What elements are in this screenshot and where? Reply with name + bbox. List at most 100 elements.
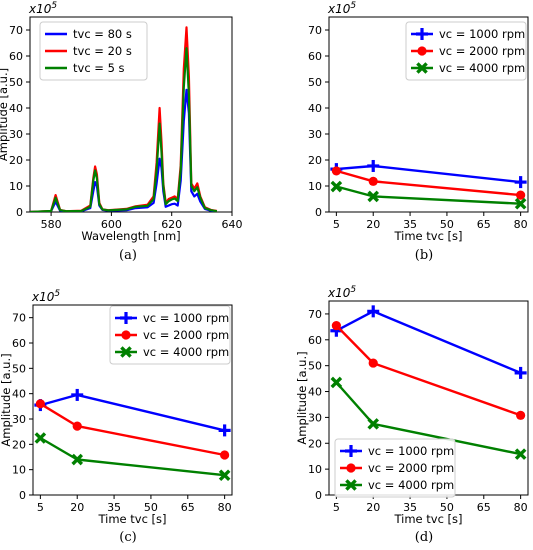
data-point [71,388,84,401]
x-axis-label: Time tvc [s] [393,229,462,243]
y-tick-label: 40 [9,102,23,115]
y-tick-label: 60 [9,50,23,63]
y-tick-label: 60 [308,50,322,63]
y-tick-label: 30 [9,128,23,141]
x-tick-label: 620 [161,218,182,231]
y-tick-label: 50 [12,362,26,375]
y-axis-label: Amplitude [a.u.] [295,351,309,444]
x-tick-label: 580 [41,218,62,231]
y-tick-label: 0 [16,206,23,219]
data-point [514,448,527,460]
chart-3: 0 10 20 30 40 50 60 70 5 20 35 50 65 80 x105 Time tvc [… [0,289,233,545]
x-tick-label: 80 [514,501,528,514]
legend: tvc = 80 s tvc = 20 s tvc = 5 s [39,21,148,81]
data-point [514,197,527,210]
plot-data [30,26,218,212]
plot-frame [29,16,233,213]
y-tick-label: 10 [308,180,322,193]
plot-data [330,305,527,460]
y-axis-label: Amplitude [a.u.] [0,353,13,446]
y-tick-label: 10 [12,464,26,477]
x-tick-label: 80 [218,501,232,514]
data-point [331,320,341,331]
x-tick-label: 65 [477,218,491,231]
legend-marker [121,330,131,340]
y-axis-label: Amplitude [a.u.] [0,68,10,161]
y-tick-label: 40 [308,386,322,399]
data-point [218,469,231,482]
series-line-1 [30,88,218,212]
data-point [367,305,380,318]
chart-4: 0 10 20 30 40 50 60 70 5 20 35 50 65 80 x105 Time tvc [… [295,285,529,545]
data-point [330,376,343,389]
series-line-2 [39,402,225,457]
legend-label: tvc = 20 s [73,44,132,58]
y-tick-label: 0 [315,489,322,502]
data-point [368,358,378,368]
y-tick-label: 40 [308,102,322,115]
data-point [72,421,82,431]
legend: vc = 1000 rpm vc = 2000 rpm vc = 4000 rpm [405,21,527,81]
legend-label: vc = 4000 rpm [368,478,454,492]
legend-marker [346,463,356,473]
x-tick-label: 65 [477,501,491,514]
x-tick-label: 640 [222,218,243,231]
y-tick-label: 20 [9,154,23,167]
y-tick-label: 0 [315,206,322,219]
legend-label: vc = 4000 rpm [439,61,525,75]
x-tick-label: 35 [107,501,121,514]
legend-box [109,305,231,365]
data-point [34,432,47,444]
x-axis-label: Time tvc [s] [97,512,166,526]
legend-label: vc = 2000 rpm [143,328,229,342]
x-tick-label: 600 [101,218,122,231]
chart-2: 0 10 20 30 40 50 60 70 5 20 35 50 65 80 x105 Time tvc [… [308,1,529,263]
y-tick-label: 70 [308,308,322,321]
legend-box [334,438,456,498]
series-line-1 [40,393,225,432]
legend-label: vc = 1000 rpm [368,444,454,458]
chart-1: 0 10 20 30 40 50 60 70 580 600 620 640 x105 Wavelengt… [0,1,243,263]
x-tick-label: 5 [37,501,44,514]
data-point [331,166,341,176]
y-tick-label: 50 [308,76,322,89]
x-tick-label: 35 [403,218,417,231]
x-tick-label: 20 [366,218,380,231]
series-line-3 [336,185,521,205]
legend-marker [416,62,428,74]
data-point [330,180,343,193]
legend-box [405,21,527,81]
y-tick-label: 60 [308,334,322,347]
y-tick-label: 70 [308,24,322,37]
legend-label: vc = 1000 rpm [143,311,229,325]
caption: (c) [119,530,136,545]
data-point [514,366,527,379]
data-point [516,410,526,420]
scale-label: x105 [31,289,60,304]
x-tick-label: 50 [440,218,454,231]
data-point [220,450,230,460]
y-tick-label: 70 [12,312,26,325]
legend-label: vc = 2000 rpm [368,461,454,475]
series-line-3 [39,436,225,477]
y-tick-label: 50 [9,76,23,89]
y-tick-label: 60 [12,337,26,350]
x-axis-label: Time tvc [s] [393,512,462,526]
data-point [367,190,380,203]
data-point [35,399,45,409]
y-tick-label: 10 [9,180,23,193]
y-tick-label: 30 [308,128,322,141]
plot-frame [32,304,233,496]
series-line-2 [335,324,522,417]
y-tick-label: 20 [308,154,322,167]
y-tick-label: 10 [308,463,322,476]
legend-marker [345,445,357,457]
x-axis-label: Wavelength [nm] [81,229,180,243]
data-point [514,176,527,189]
data-point [71,453,84,466]
y-tick-label: 40 [12,388,26,401]
y-tick-label: 30 [308,411,322,424]
x-tick-label: 50 [440,501,454,514]
legend-label: tvc = 5 s [73,61,125,75]
scale-label: x105 [28,1,57,16]
